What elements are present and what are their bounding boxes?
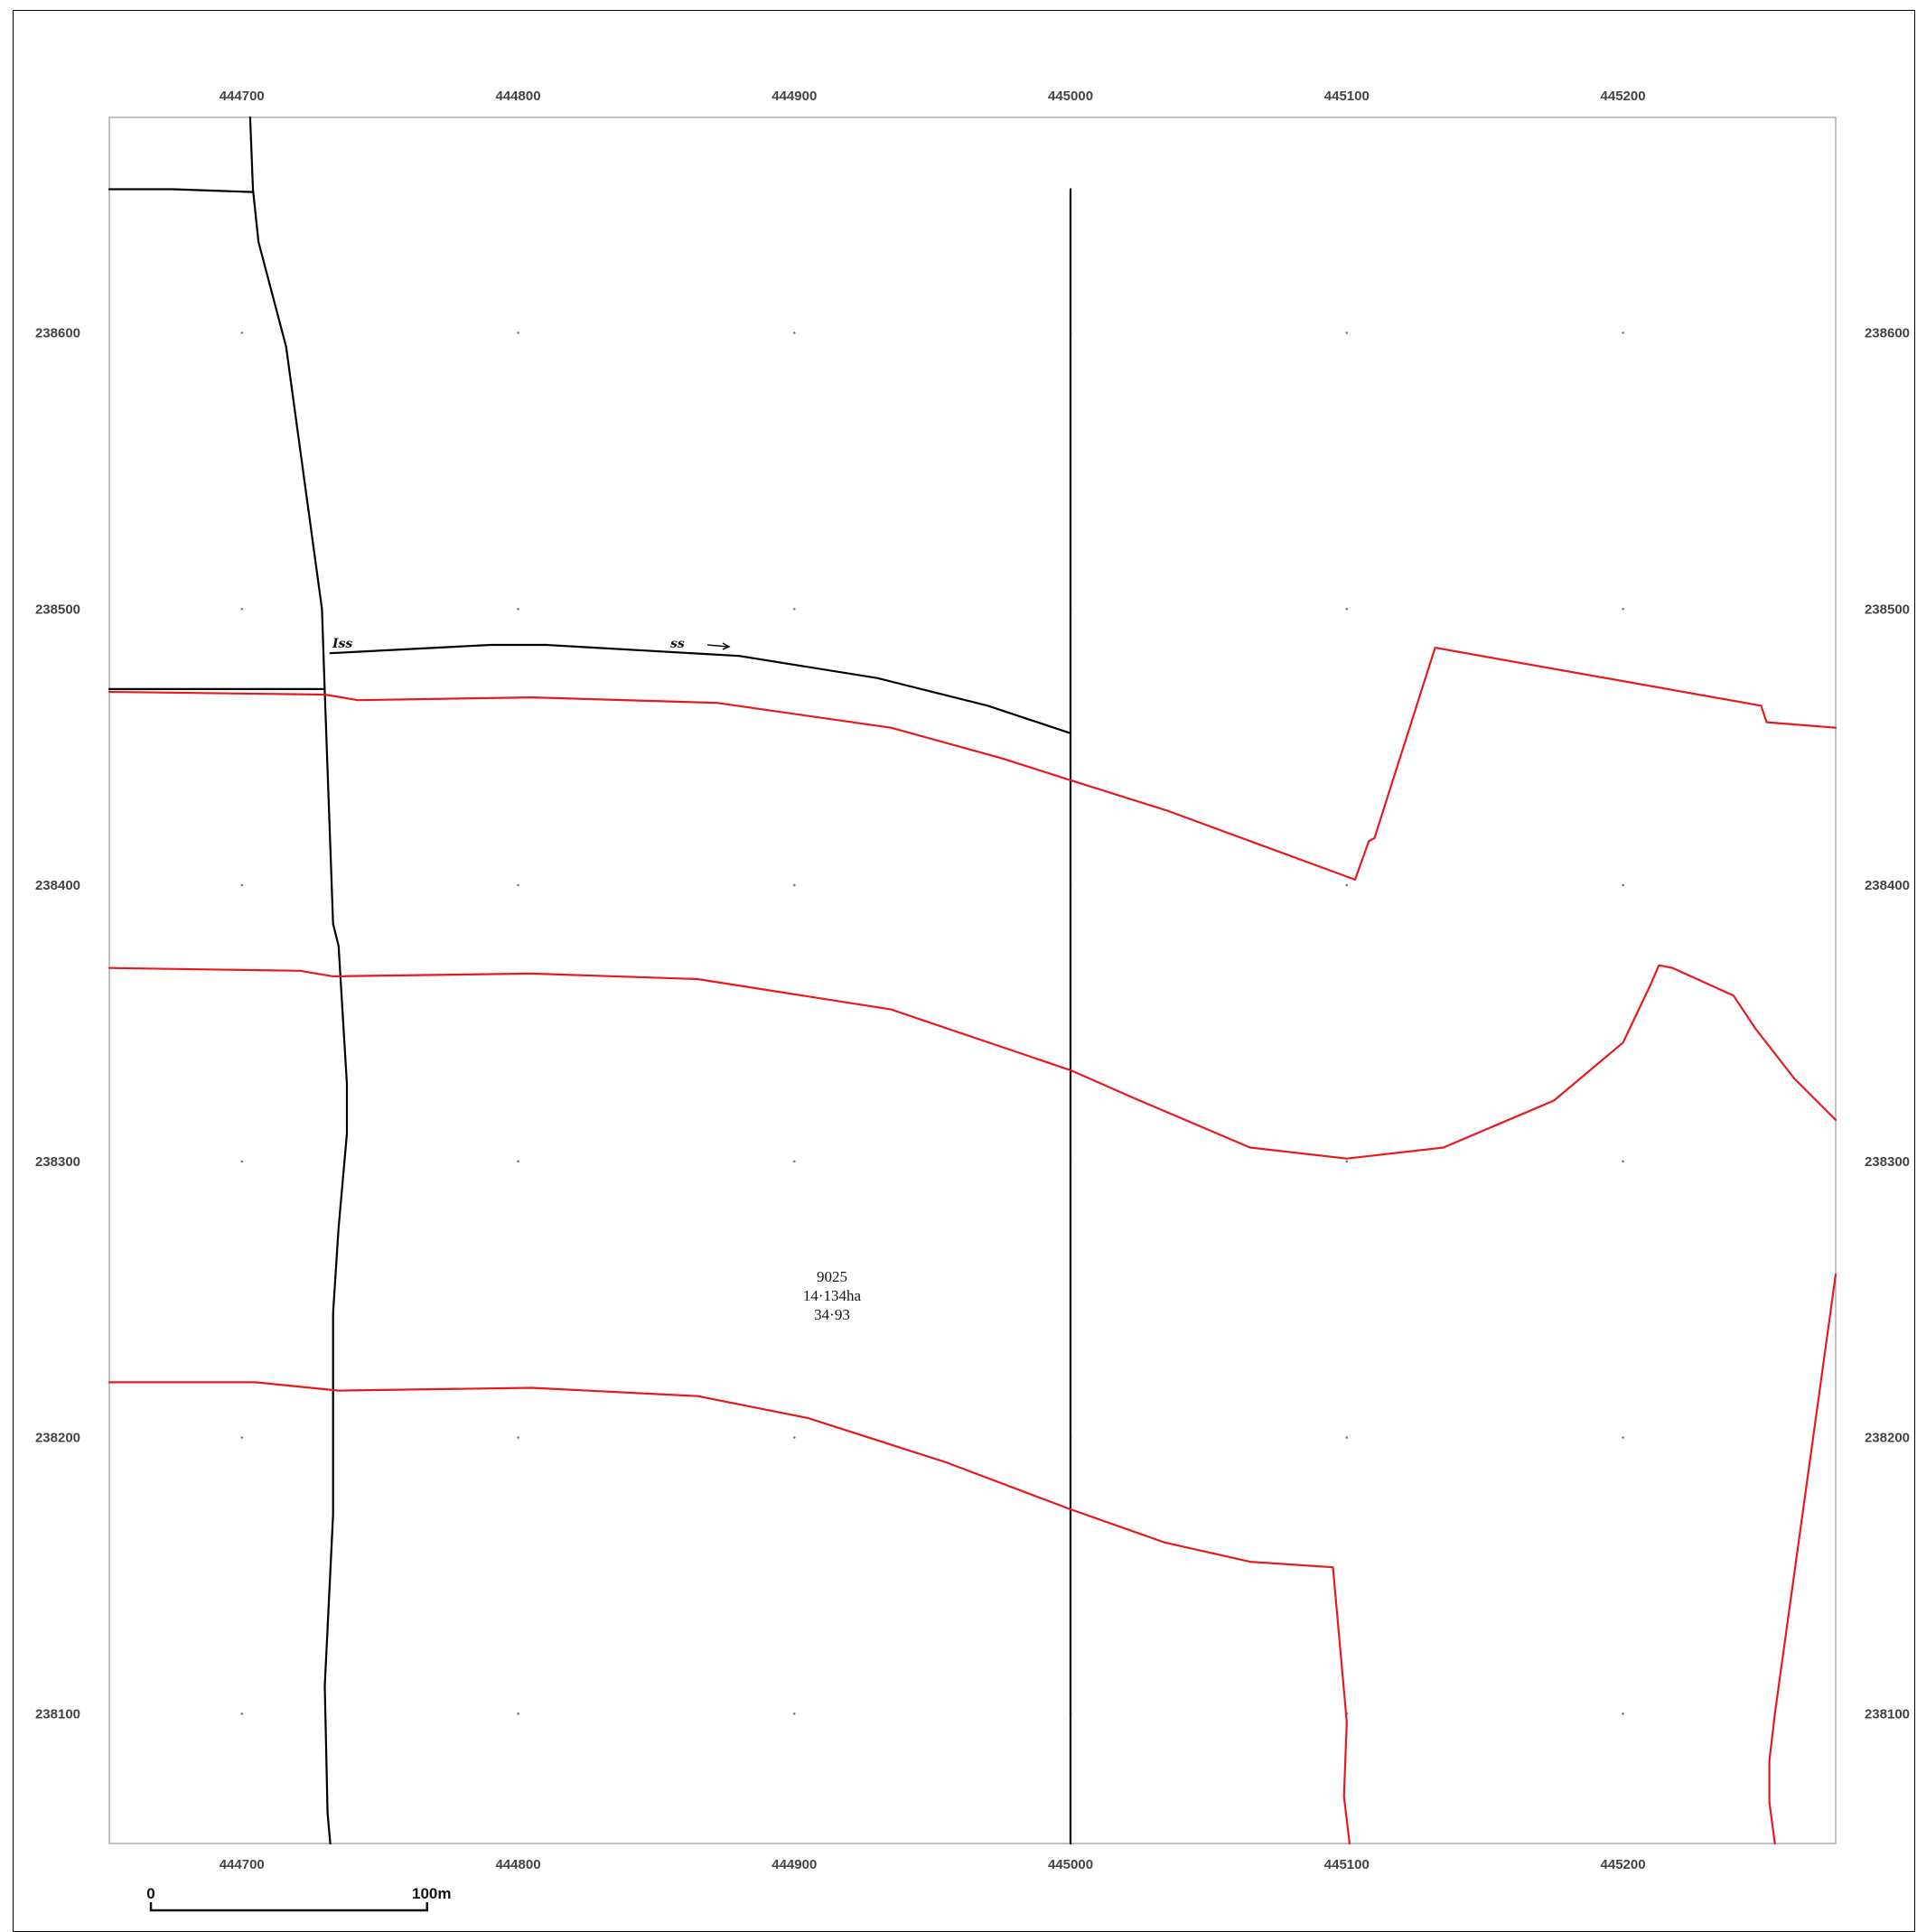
scale-end-label: 100m <box>412 1885 451 1902</box>
grid-mark <box>1345 331 1349 334</box>
x-tick-label-bottom: 444900 <box>771 1857 817 1872</box>
parcel-number: 9025 <box>817 1268 847 1285</box>
y-tick-label-right: 238200 <box>1865 1431 1910 1446</box>
scale-bar: 0 100m <box>146 1885 452 1912</box>
grid-mark <box>517 607 519 611</box>
grid-mark <box>240 883 244 887</box>
grid-mark <box>792 883 796 887</box>
scale-bar-line <box>149 1902 429 1912</box>
x-tick-label-bottom: 445000 <box>1048 1857 1093 1872</box>
parcel-label: 9025 14·134ha 34·93 <box>803 1268 862 1323</box>
grid-mark <box>792 607 796 611</box>
y-tick-label-right: 238400 <box>1865 878 1910 893</box>
x-tick-label-bottom: 445200 <box>1601 1857 1646 1872</box>
y-tick-label-left: 238600 <box>35 325 80 341</box>
grid-mark <box>1345 607 1349 611</box>
parcel-area: 14·134ha <box>803 1287 862 1304</box>
grid-mark <box>240 331 244 334</box>
red-middle-line <box>108 964 1838 1160</box>
y-tick-labels-right: 238600 238500 238400 238300 238200 238100 <box>1865 325 1910 1722</box>
grid-mark <box>240 1160 244 1163</box>
grid-mark <box>517 1436 519 1439</box>
grid-mark <box>240 1436 244 1439</box>
y-tick-label-left: 238300 <box>35 1154 80 1170</box>
grid-mark <box>1622 883 1624 887</box>
x-tick-label-top: 444800 <box>495 89 540 104</box>
grid-mark <box>792 1436 796 1439</box>
y-tick-label-left: 238500 <box>35 602 80 617</box>
grid-mark <box>1345 883 1349 887</box>
annotation-right-mark: ss <box>670 637 685 651</box>
parcel-acres: 34·93 <box>814 1306 850 1323</box>
y-tick-labels-left: 238600 238500 238400 238300 238200 238100 <box>35 325 80 1722</box>
grid-mark <box>517 883 519 887</box>
map-neat-line <box>108 117 1837 1844</box>
x-tick-label-top: 444700 <box>220 89 265 104</box>
grid-mark <box>517 331 519 334</box>
y-tick-label-left: 238100 <box>35 1706 80 1722</box>
grid-mark <box>1622 1160 1624 1163</box>
handwritten-annotations: Iss ss <box>332 637 731 651</box>
annotation-left-mark: Iss <box>332 637 352 651</box>
grid-mark <box>1345 1436 1349 1439</box>
north-west-hedge-line <box>108 188 255 193</box>
y-tick-label-right: 238300 <box>1865 1154 1910 1170</box>
grid-mark <box>792 1712 796 1715</box>
x-tick-labels-top: 444700 444800 444900 445000 445100 445200 <box>220 89 1646 104</box>
grid-mark <box>792 331 796 334</box>
track-north-line <box>329 643 1072 734</box>
grid-mark <box>1622 331 1624 334</box>
annotation-arrow-icon <box>706 642 731 650</box>
grid-mark <box>240 1712 244 1715</box>
red-upper-line <box>108 646 1838 882</box>
x-tick-labels-bottom: 444700 444800 444900 445000 445100 445200 <box>220 1857 1646 1872</box>
grid-mark <box>517 1160 519 1163</box>
x-tick-label-top: 444900 <box>771 89 817 104</box>
x-tick-label-top: 445200 <box>1601 89 1646 104</box>
black-boundaries <box>108 116 1072 1845</box>
grid-mark <box>1622 1436 1624 1439</box>
grid-mark <box>1622 1712 1624 1715</box>
x-tick-label-top: 445000 <box>1048 89 1093 104</box>
y-tick-label-right: 238100 <box>1865 1706 1910 1722</box>
y-tick-label-left: 238400 <box>35 878 80 893</box>
grid-mark <box>517 1712 519 1715</box>
x-tick-label-bottom: 445100 <box>1324 1857 1370 1872</box>
x-tick-label-bottom: 444800 <box>495 1857 540 1872</box>
red-east-line <box>1768 1273 1838 1845</box>
grid-mark <box>1345 1160 1349 1163</box>
western-boundary-line <box>248 116 349 1845</box>
red-boundaries <box>108 646 1838 1845</box>
grid-mark <box>792 1160 796 1163</box>
y-tick-label-right: 238500 <box>1865 602 1910 617</box>
grid-mark <box>1622 607 1624 611</box>
x-tick-label-top: 445100 <box>1324 89 1370 104</box>
y-tick-label-left: 238200 <box>35 1431 80 1446</box>
grid-mark <box>240 607 244 611</box>
red-lower-line <box>108 1381 1351 1845</box>
scale-start-label: 0 <box>146 1885 154 1902</box>
x-tick-label-bottom: 444700 <box>220 1857 265 1872</box>
y-tick-label-right: 238600 <box>1865 325 1910 341</box>
